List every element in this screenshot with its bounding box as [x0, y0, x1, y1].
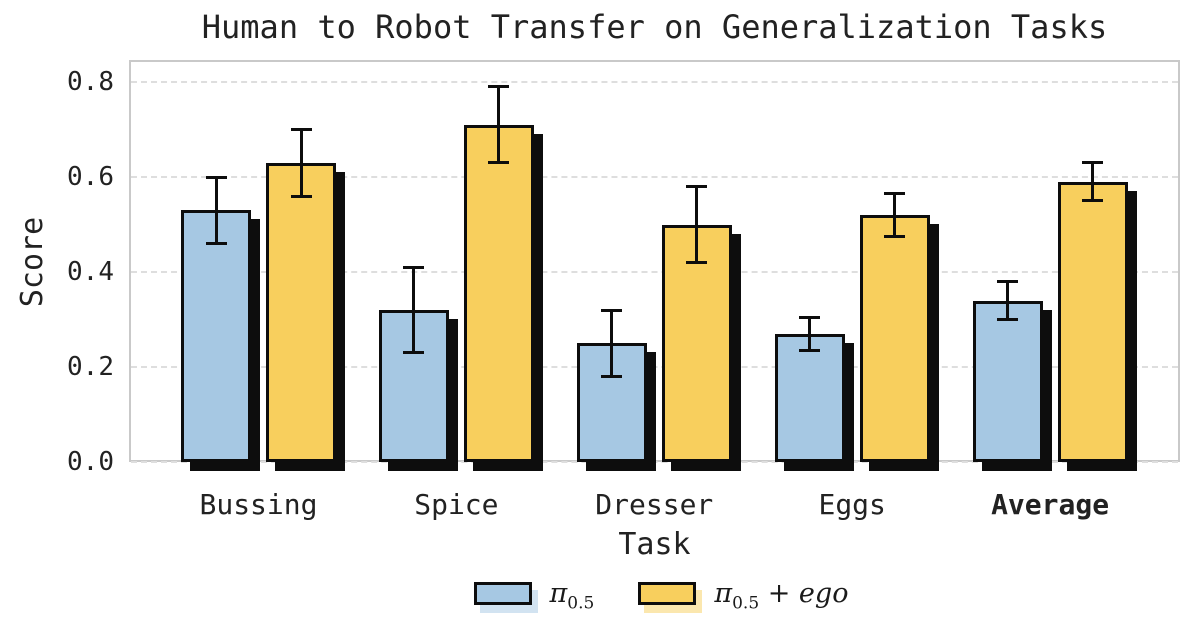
bar [774, 333, 845, 462]
bar [463, 124, 534, 462]
error-bar-cap-bottom [884, 234, 906, 238]
x-axis-tick-label: Eggs [818, 488, 886, 521]
chart-title: Human to Robot Transfer on Generalizatio… [201, 8, 1108, 46]
x-axis-tick-label: Spice [414, 488, 499, 521]
error-bar-cap-top [488, 85, 510, 89]
y-axis-tick-label: 0.4 [67, 257, 114, 287]
error-bar [497, 86, 501, 163]
error-bar-cap-top [1082, 161, 1104, 165]
error-bar-cap-bottom [403, 351, 425, 355]
error-bar-cap-bottom [205, 242, 227, 245]
gridline [131, 271, 1178, 273]
bar [576, 343, 647, 462]
error-bar-cap-bottom [601, 375, 623, 378]
error-bar [412, 267, 416, 353]
bar [972, 300, 1043, 462]
error-bar [299, 129, 303, 196]
error-bar-cap-top [290, 128, 312, 131]
error-bar [1091, 162, 1095, 201]
bar [1057, 181, 1128, 462]
error-bar [610, 310, 614, 377]
legend: π0.5 π0.5 + ego [122, 578, 1200, 614]
error-bar-cap-bottom [799, 348, 821, 352]
y-axis-tick-label: 0.0 [67, 447, 114, 477]
error-bar-cap-top [686, 185, 708, 188]
y-axis-tick-label: 0.2 [67, 352, 114, 382]
error-bar [214, 177, 218, 244]
error-bar-cap-top [884, 192, 906, 196]
error-bar-cap-top [799, 315, 821, 319]
error-bar [1006, 281, 1010, 320]
bar [859, 215, 930, 462]
bar [661, 224, 732, 462]
gridline [131, 176, 1178, 178]
legend-item: π0.5 [473, 578, 595, 614]
error-bar-cap-top [997, 280, 1019, 283]
x-axis-tick-label: Dresser [595, 488, 714, 521]
x-axis-tick-label: Bussing [199, 488, 318, 521]
error-bar-cap-bottom [290, 194, 312, 198]
x-axis-tick-label: Average [991, 488, 1110, 521]
gridline [131, 81, 1178, 83]
legend-label: π0.5 + ego [714, 578, 849, 614]
x-axis-label: Task [618, 527, 691, 562]
legend-swatch-pi05 [473, 582, 532, 605]
y-axis-tick-label: 0.6 [67, 162, 114, 192]
y-axis-tick-label: 0.8 [67, 67, 114, 97]
error-bar-cap-bottom [686, 261, 708, 264]
legend-item: π0.5 + ego [638, 578, 849, 614]
error-bar-cap-bottom [997, 318, 1019, 321]
error-bar-cap-top [601, 308, 623, 312]
bar [266, 162, 336, 462]
error-bar [893, 193, 897, 237]
legend-swatch-pi05-ego [638, 582, 697, 605]
legend-label: π0.5 [549, 578, 595, 614]
error-bar-cap-bottom [488, 161, 510, 165]
error-bar-cap-top [403, 265, 425, 269]
error-bar [695, 186, 699, 263]
bar [181, 210, 251, 462]
error-bar-cap-bottom [1082, 199, 1104, 203]
error-bar-cap-top [205, 175, 227, 179]
error-bar [808, 317, 812, 351]
